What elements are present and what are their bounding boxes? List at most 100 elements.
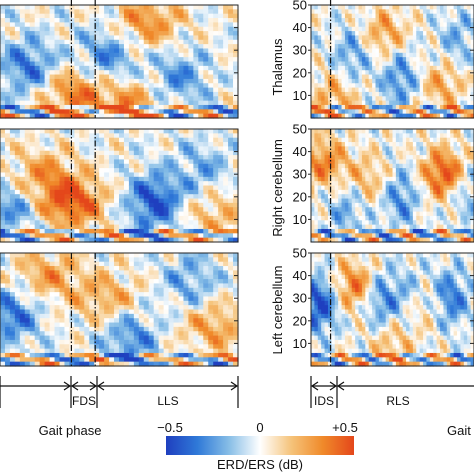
heatmap-cell [128, 357, 135, 363]
heatmap-cell [119, 159, 125, 165]
heatmap-cell [123, 352, 130, 358]
heatmap-cell [109, 9, 115, 15]
heatmap-cell [395, 109, 400, 115]
heatmap-cell [29, 189, 36, 195]
heatmap-cell [223, 168, 229, 174]
heatmap-cell [19, 83, 26, 89]
heatmap-cell [74, 283, 80, 289]
heatmap-cell [218, 5, 224, 10]
heatmap-cell [128, 331, 135, 337]
heatmap-cell [99, 146, 105, 152]
heatmap-cell [193, 65, 199, 71]
heatmap-cell [153, 224, 160, 230]
heatmap-cell [321, 35, 326, 41]
heatmap-cell [436, 104, 441, 110]
heatmap-cell [331, 100, 336, 106]
heatmap-cell [188, 9, 194, 15]
heatmap-cell [213, 13, 219, 19]
heatmap-cell [188, 300, 194, 306]
heatmap-cell [193, 189, 199, 195]
heatmap-cell [148, 22, 155, 28]
heatmap-cell [119, 146, 125, 152]
heatmap-cell [158, 300, 165, 306]
heatmap-cell [193, 185, 199, 191]
heatmap-cell [119, 352, 125, 358]
heatmap-cell [228, 279, 234, 285]
heatmap-cell [119, 137, 125, 143]
heatmap-cell [94, 70, 100, 76]
heatmap-cell [233, 181, 239, 187]
heatmap-cell [198, 198, 204, 204]
heatmap-cell [119, 228, 125, 234]
heatmap-cell [223, 137, 229, 143]
heatmap-cell [0, 137, 6, 143]
heatmap-cell [423, 104, 428, 110]
heatmap-cell [228, 44, 234, 50]
heatmap-cell [382, 48, 387, 54]
heatmap-cell [4, 74, 11, 80]
heatmap-cell [402, 35, 407, 41]
heatmap-cell [79, 198, 85, 204]
heatmap-cell [341, 87, 346, 93]
heatmap-cell [198, 287, 204, 293]
heatmap-cell [4, 109, 11, 115]
heatmap-cell [34, 65, 41, 71]
heatmap-cell [324, 87, 329, 93]
heatmap-cell [44, 296, 51, 302]
heatmap-cell [34, 133, 41, 139]
heatmap-cell [188, 65, 194, 71]
heatmap-cell [148, 305, 155, 311]
heatmap-cell [334, 87, 339, 93]
heatmap-cell [138, 287, 145, 293]
heatmap-cell [148, 237, 155, 243]
heatmap-cell [69, 100, 75, 106]
heatmap-cell [168, 150, 175, 156]
heatmap-cell [133, 279, 140, 285]
heatmap-cell [74, 189, 80, 195]
heatmap-cell [203, 224, 209, 230]
heatmap-cell [29, 70, 36, 76]
heatmap-cell [104, 211, 110, 217]
heatmap-cell [44, 202, 51, 208]
heatmap-cell [89, 253, 95, 258]
heatmap-cell [460, 113, 465, 119]
heatmap-cell [133, 133, 140, 139]
heatmap-cell [208, 96, 214, 102]
heatmap-cell [183, 39, 190, 45]
heatmap-cell [84, 78, 90, 84]
heatmap-cell [79, 344, 85, 350]
heatmap-cell [173, 261, 180, 267]
heatmap-cell [0, 326, 6, 332]
heatmap-cell [49, 261, 56, 267]
heatmap-cell [198, 335, 204, 341]
heatmap-cell [109, 91, 115, 97]
heatmap-cell [123, 168, 130, 174]
heatmap-cell [94, 163, 100, 169]
heatmap-cell [188, 287, 194, 293]
heatmap-cell [128, 344, 135, 350]
heatmap-cell [34, 129, 41, 134]
heatmap-cell [99, 198, 105, 204]
heatmap-cell [94, 331, 100, 337]
heatmap-cell [143, 296, 150, 302]
heatmap-cell [104, 48, 110, 54]
heatmap-cell [228, 309, 234, 315]
heatmap-cell [406, 18, 411, 23]
heatmap-cell [4, 146, 11, 152]
heatmap-cell [382, 13, 387, 19]
heatmap-cell [59, 65, 66, 71]
heatmap-cell [203, 257, 209, 263]
heatmap-cell [198, 100, 204, 106]
heatmap-cell [89, 198, 95, 204]
heatmap-cell [143, 74, 150, 80]
heatmap-cell [178, 133, 185, 139]
heatmap-cell [19, 361, 26, 367]
heatmap-cell [59, 233, 66, 239]
heatmap-cell [49, 168, 56, 174]
heatmap-cell [460, 91, 465, 97]
heatmap-cell [114, 283, 120, 289]
heatmap-cell [148, 318, 155, 324]
heatmap-cell [208, 48, 214, 54]
heatmap-cell [183, 78, 190, 84]
heatmap-cell [193, 257, 199, 263]
